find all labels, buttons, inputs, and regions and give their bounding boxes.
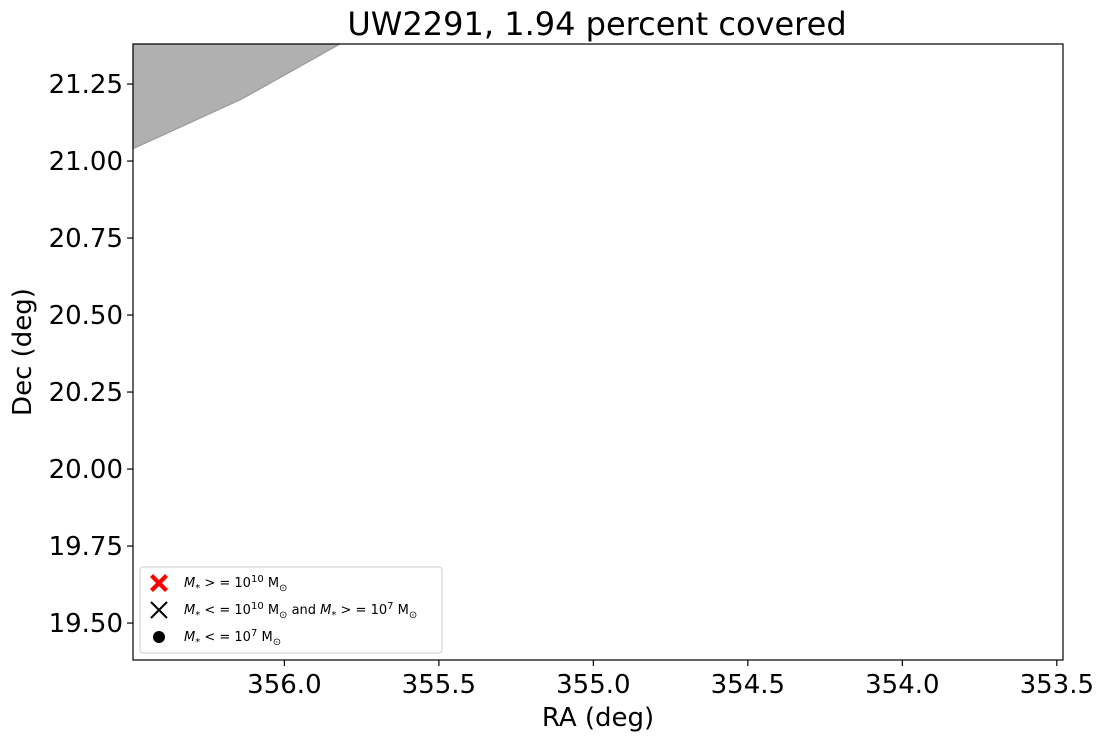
legend-entry: M* < = 107 M⊙ <box>153 628 281 648</box>
legend-marker-red-x-icon <box>150 574 168 592</box>
plot-frame <box>132 43 1064 661</box>
y-tick-label: 20.00 <box>49 455 123 485</box>
legend-label: M* > = 1010 M⊙ <box>184 574 287 594</box>
coverage-layer <box>132 43 343 150</box>
legend-entry: M* < = 1010 M⊙ and M* > = 107 M⊙ <box>150 601 417 621</box>
legend-box <box>139 566 443 654</box>
legend-entry: M* > = 1010 M⊙ <box>150 574 287 594</box>
y-tick-label: 21.00 <box>49 147 123 177</box>
chart-title: UW2291, 1.94 percent covered <box>347 5 846 43</box>
y-tick-label: 20.50 <box>49 301 123 331</box>
legend-marker-dot-icon <box>153 631 165 643</box>
x-tick-label: 353.5 <box>1020 670 1094 700</box>
y-tick-label: 19.50 <box>49 609 123 639</box>
y-axis: 19.50 19.75 20.00 20.25 20.50 20.75 21.00 21.25 <box>49 70 133 639</box>
x-tick-label: 354.5 <box>711 670 785 700</box>
coverage-region <box>132 43 343 150</box>
y-axis-label: Dec (deg) <box>8 288 38 416</box>
y-tick-label: 20.25 <box>49 378 123 408</box>
legend-marker-x-icon <box>150 601 168 619</box>
x-tick-label: 354.0 <box>865 670 939 700</box>
x-tick-label: 355.5 <box>402 670 476 700</box>
x-axis-label: RA (deg) <box>542 703 654 733</box>
y-tick-label: 20.75 <box>49 224 123 254</box>
legend: M* > = 1010 M⊙ M* < = 1010 M⊙ and M* > = … <box>139 566 443 654</box>
x-axis: 356.0 355.5 355.0 354.5 354.0 353.5 <box>247 660 1094 700</box>
legend-label: M* < = 107 M⊙ <box>184 628 281 648</box>
plot-area: 356.0 355.5 355.0 354.5 354.0 353.5 19.50 19.7… <box>49 43 1094 700</box>
x-tick-label: 356.0 <box>247 670 321 700</box>
x-tick-label: 355.0 <box>556 670 630 700</box>
legend-label: M* < = 1010 M⊙ and M* > = 107 M⊙ <box>184 601 417 621</box>
y-tick-label: 21.25 <box>49 70 123 100</box>
y-tick-label: 19.75 <box>49 532 123 562</box>
